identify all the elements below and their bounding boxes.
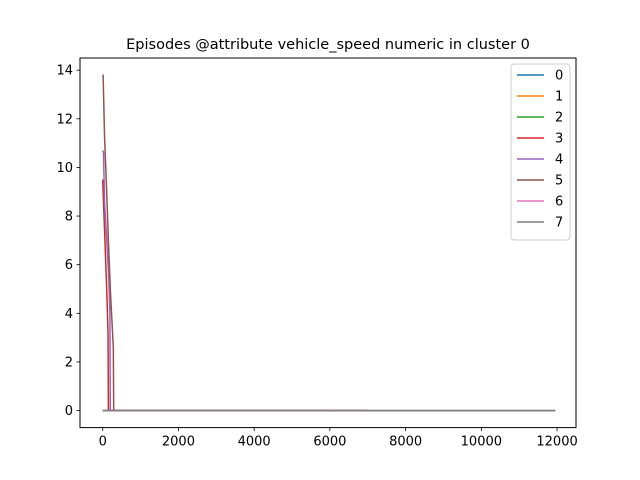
series-line-4 [102, 150, 330, 412]
legend-label-7: 7 [555, 216, 563, 231]
x-tick-label: 10000 [461, 435, 502, 450]
x-axis: 0 2000 4000 6000 8000 10000 12000 [99, 427, 578, 450]
legend-label-3: 3 [555, 132, 563, 147]
x-tick-label: 6000 [313, 435, 346, 450]
x-tick-label: 8000 [389, 435, 422, 450]
y-tick-label: 2 [65, 355, 73, 370]
y-tick-label: 10 [56, 161, 73, 176]
legend-label-6: 6 [555, 195, 563, 210]
plot-frame [79, 57, 577, 429]
x-tick-label: 4000 [238, 435, 271, 450]
legend: 0 1 2 3 4 5 6 7 [510, 63, 571, 241]
legend-label-5: 5 [555, 174, 563, 189]
y-tick-label: 0 [65, 404, 73, 419]
legend-label-0: 0 [555, 69, 563, 84]
legend-label-4: 4 [555, 153, 563, 168]
y-tick-label: 6 [65, 258, 73, 273]
y-tick-label: 14 [56, 64, 73, 79]
legend-label-2: 2 [555, 111, 563, 126]
x-tick-label: 12000 [536, 435, 577, 450]
series-line-5 [102, 74, 556, 412]
legend-box [510, 63, 571, 241]
x-tick-label: 0 [99, 435, 107, 450]
chart-title: Episodes @attribute vehicle_speed numeri… [126, 37, 530, 53]
y-tick-label: 4 [65, 307, 73, 322]
y-tick-label: 12 [56, 112, 73, 127]
series-layer [101, 74, 556, 412]
x-tick-label: 2000 [162, 435, 195, 450]
y-tick-label: 8 [65, 210, 73, 225]
y-axis: 0 2 4 6 8 10 12 14 [56, 64, 80, 419]
series-line-3 [101, 179, 368, 412]
legend-label-1: 1 [555, 90, 563, 105]
